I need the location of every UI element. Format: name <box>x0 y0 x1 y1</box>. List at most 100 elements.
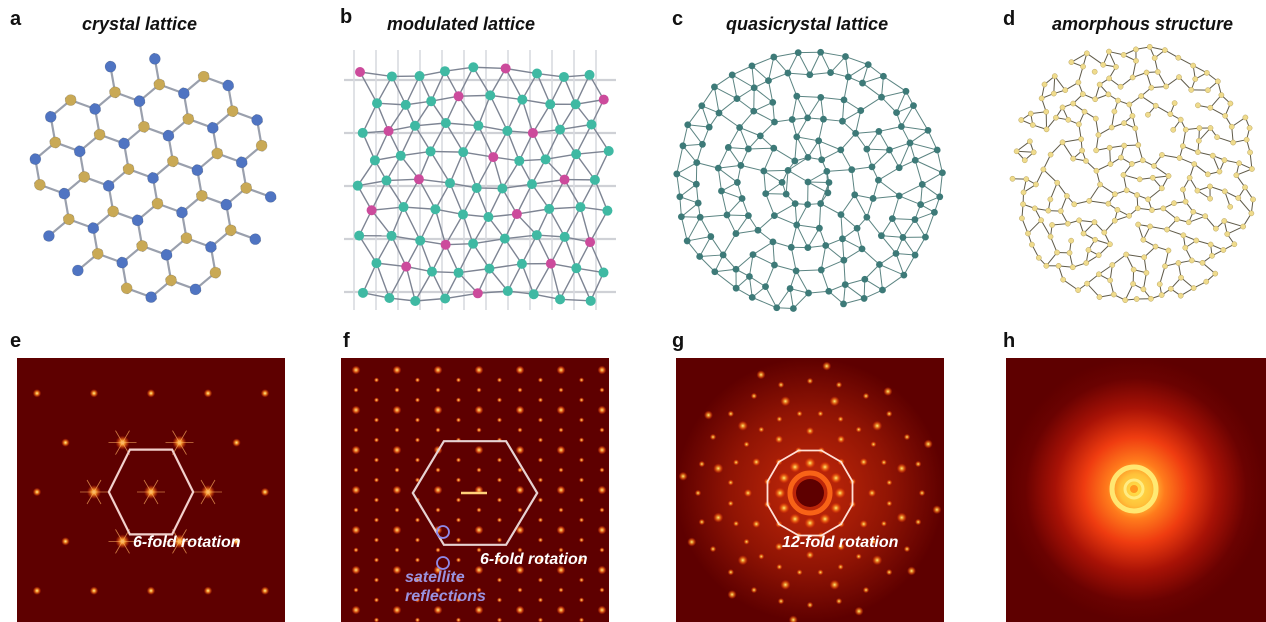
quasi-atom <box>827 69 834 76</box>
main-reflection <box>351 525 361 535</box>
amorphous-atom <box>1100 61 1107 68</box>
quasi-bond <box>787 72 810 76</box>
diffraction-spot <box>777 381 785 389</box>
modulated-bond <box>521 234 538 265</box>
quasi-atom <box>711 268 719 276</box>
diffraction-spot <box>727 568 735 576</box>
quasi-atom <box>733 95 741 103</box>
quasi-atom <box>789 305 797 312</box>
quasi-bond <box>914 160 923 185</box>
amorphous-atom <box>1196 125 1203 131</box>
quasi-atom <box>837 211 845 219</box>
panel-letter-g: g <box>672 330 685 352</box>
quasi-atom <box>858 245 866 253</box>
amorphous-bond <box>1178 76 1192 91</box>
satellite-reflection <box>455 577 462 583</box>
crystal-atom-blue <box>133 95 146 107</box>
amorphous-bond <box>1198 127 1211 142</box>
amorphous-atom <box>1033 181 1039 188</box>
amorphous-atom <box>1222 112 1229 119</box>
modulated-atom-teal <box>571 263 582 274</box>
modulated-atom-teal <box>386 71 397 82</box>
modulated-bond <box>487 188 503 218</box>
amorphous-atom <box>1221 218 1228 224</box>
quasi-bond <box>878 179 900 197</box>
satellite-reflection <box>455 517 462 523</box>
quasi-bond <box>752 296 777 309</box>
diffraction-spot <box>896 463 907 474</box>
quasi-bond <box>841 238 845 261</box>
quasi-bond <box>765 193 775 216</box>
quasi-bond <box>821 149 842 161</box>
quasi-bond <box>768 72 789 82</box>
amorphous-atom <box>1023 176 1030 182</box>
diffraction-spots <box>351 365 607 622</box>
amorphous-bond <box>1027 219 1042 234</box>
modulated-bond <box>362 102 378 134</box>
quasi-atom <box>911 251 919 259</box>
modulated-bond <box>445 292 478 300</box>
diffraction-spot <box>896 512 907 523</box>
amorphous-atom <box>1151 163 1157 169</box>
quasi-bond <box>820 203 842 216</box>
quasi-bond <box>862 75 884 84</box>
amorphous-atom <box>1020 201 1026 208</box>
crystal-atom-blue <box>178 87 190 100</box>
crystal-atom-gold <box>91 247 104 260</box>
modulated-bond <box>579 206 591 243</box>
spot-streak <box>115 529 130 554</box>
diffraction-spot <box>880 520 887 527</box>
quasi-bond <box>701 105 710 128</box>
amorphous-atoms <box>1009 43 1256 303</box>
main-reflection <box>474 605 484 615</box>
amorphous-atom <box>1233 172 1240 179</box>
satellite-reflection <box>599 387 605 393</box>
diffraction-spot <box>232 438 241 447</box>
amorphous-atom <box>1224 231 1231 237</box>
crystal-atom-gold <box>107 205 119 218</box>
diffraction-spot <box>146 586 156 595</box>
amorphous-atom <box>1209 152 1216 159</box>
quasi-atom <box>765 77 772 85</box>
crystal-atom-gold <box>196 189 208 202</box>
quasi-bond <box>687 236 711 242</box>
quasi-bond <box>818 140 841 151</box>
modulated-atom-teal <box>384 293 395 304</box>
modulated-bond <box>492 156 504 189</box>
modulated-atom-teal <box>357 127 368 138</box>
modulated-bond <box>388 266 407 299</box>
diffraction-spot <box>727 590 737 600</box>
quasicrystal-diffraction-pattern <box>676 358 944 622</box>
quasi-atom <box>762 190 770 198</box>
quasi-bond <box>714 268 737 273</box>
modulated-bond <box>462 151 478 189</box>
modulated-bond <box>370 180 388 211</box>
main-reflection <box>351 405 361 415</box>
satellite-reflection <box>435 587 441 593</box>
diffraction-spot <box>260 487 270 497</box>
quasicrystal-lattice-diagram <box>673 48 946 312</box>
amorphous-atom <box>1123 251 1130 258</box>
quasi-bond <box>727 147 742 166</box>
quasi-bond <box>796 117 809 138</box>
modulated-bond <box>449 151 464 184</box>
amorphous-atom <box>1108 124 1115 131</box>
quasi-bond <box>776 288 791 309</box>
quasi-bond <box>687 124 703 145</box>
quasi-bond <box>680 216 688 242</box>
quasi-bond <box>722 233 737 256</box>
quasi-atom <box>744 145 752 153</box>
amorphous-atom <box>1165 247 1172 254</box>
main-reflection <box>433 365 443 375</box>
amorphous-atom <box>1107 241 1113 248</box>
amorphous-atom <box>1214 134 1220 141</box>
modulated-atom-teal <box>426 96 437 107</box>
amorphous-atom <box>1216 168 1223 175</box>
diffraction-spot <box>859 458 868 466</box>
amorphous-atom <box>1106 144 1113 151</box>
quasi-bond <box>714 74 733 88</box>
amorphous-atom <box>1175 260 1182 266</box>
diffuse-ring <box>1109 464 1159 514</box>
amorphous-atom <box>1176 155 1183 161</box>
diffraction-spot <box>855 553 862 560</box>
